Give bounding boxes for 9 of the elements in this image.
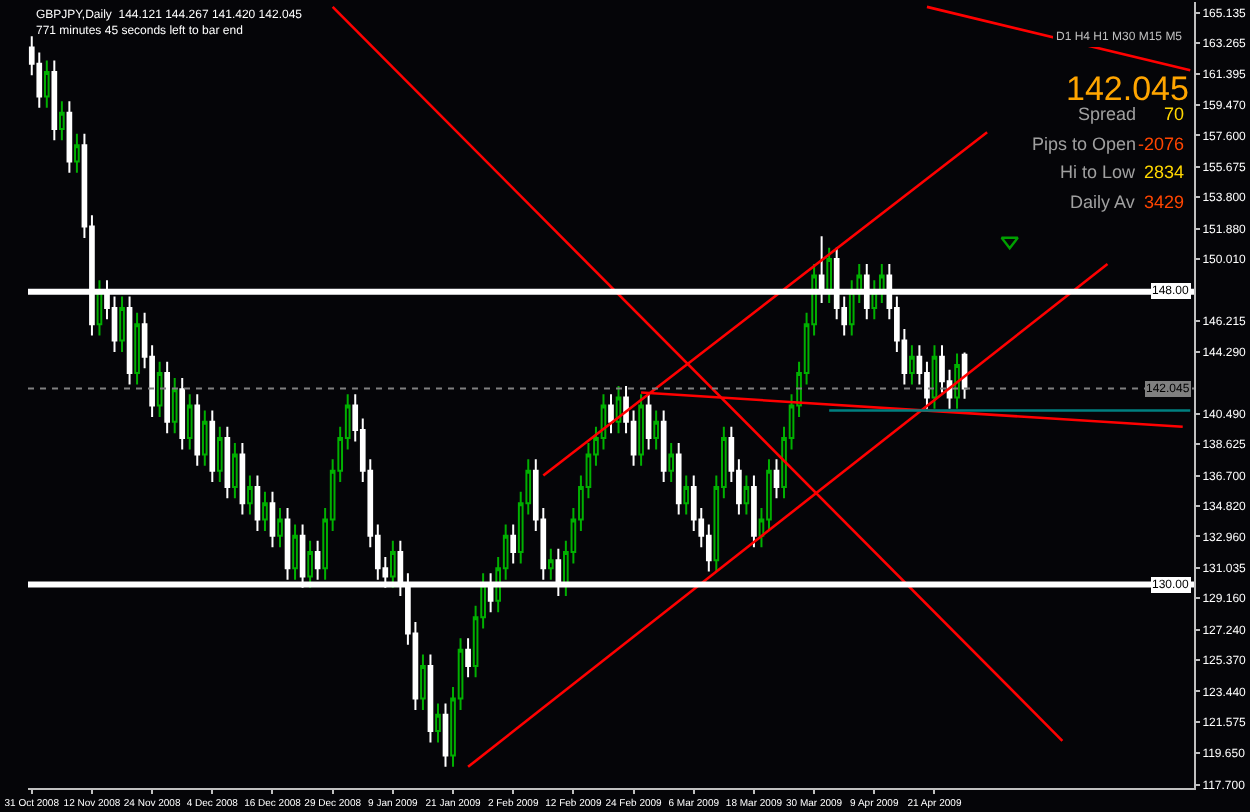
annotation: 70 [1164, 104, 1185, 124]
annotation: 3429 [1144, 192, 1185, 212]
annotation: -2076 [1138, 134, 1185, 154]
annotation: Daily Av [1070, 192, 1136, 212]
annotation: Pips to Open [1032, 134, 1137, 154]
annotation: Hi to Low [1060, 162, 1137, 182]
annotation: 2834 [1144, 162, 1185, 182]
annotation: Spread [1078, 104, 1137, 124]
annotation: 142.045 [1066, 70, 1189, 108]
